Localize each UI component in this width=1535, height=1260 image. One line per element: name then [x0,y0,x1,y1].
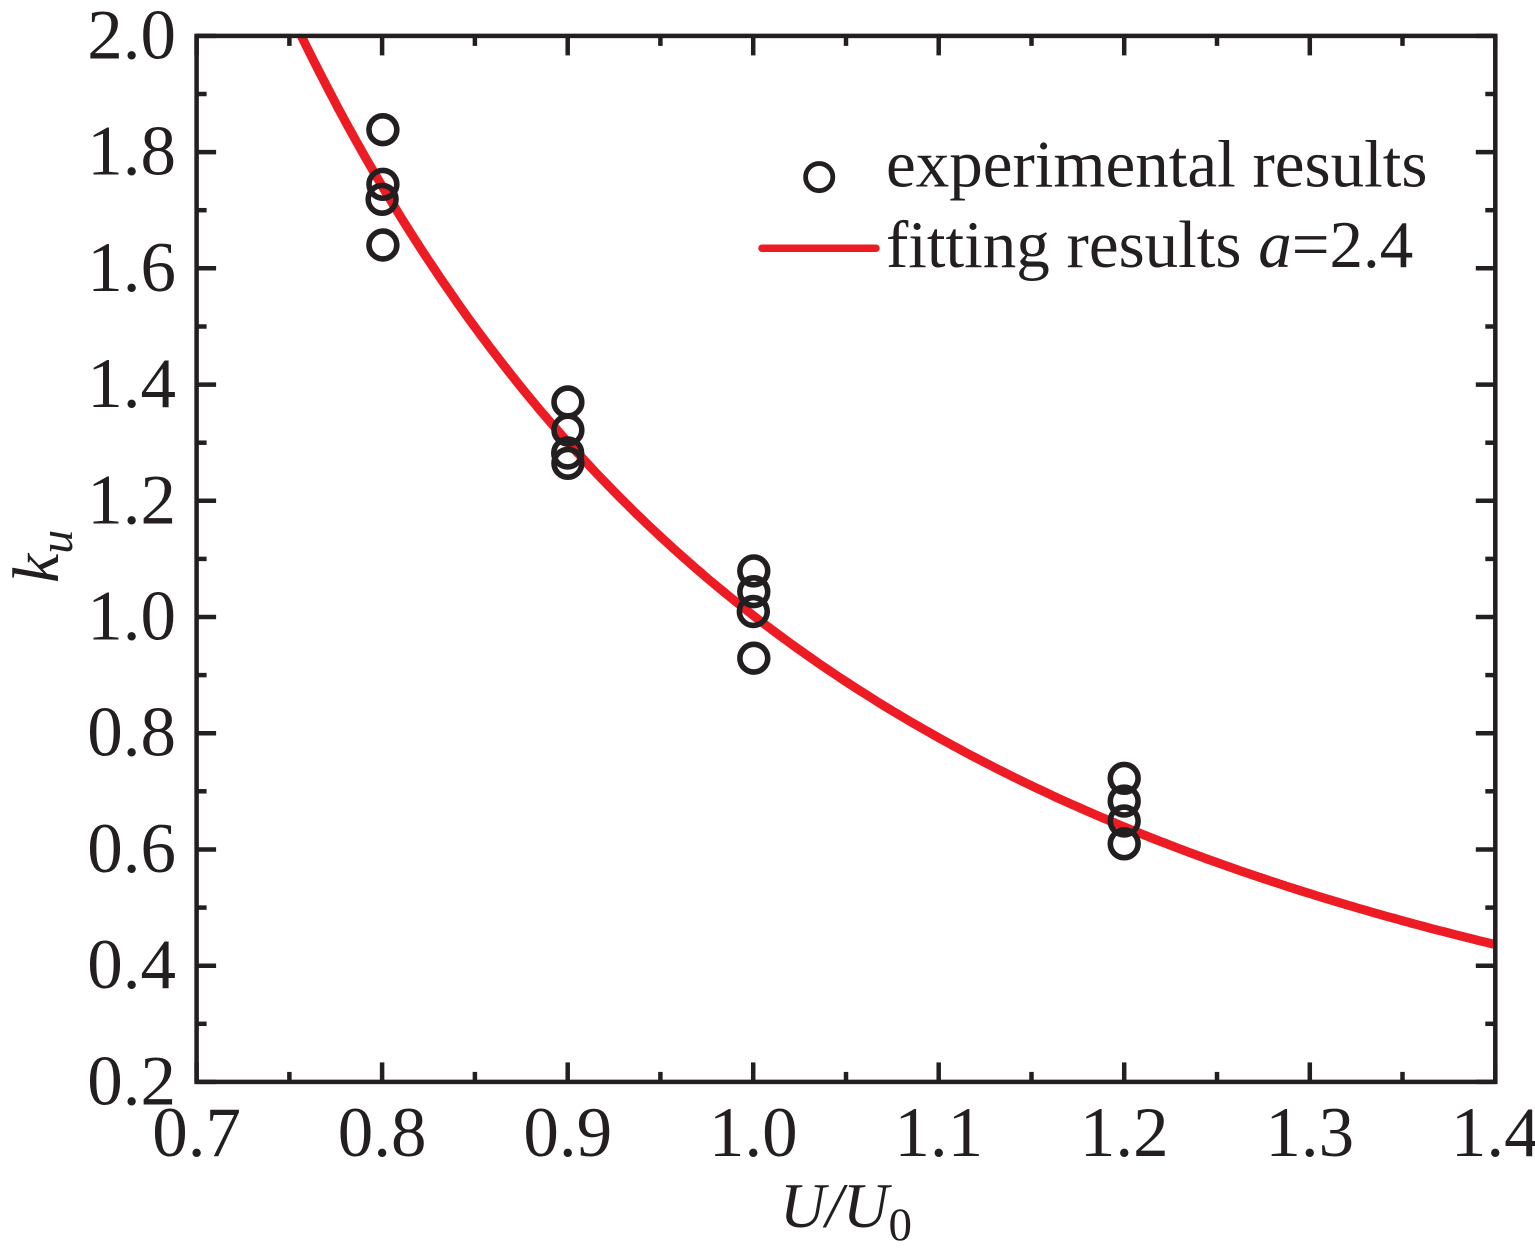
svg-text:1.0: 1.0 [709,1094,798,1172]
svg-text:1.2: 1.2 [87,461,176,539]
svg-text:0.6: 0.6 [87,810,176,888]
svg-text:2.0: 2.0 [87,0,176,74]
svg-text:0.4: 0.4 [87,926,176,1004]
svg-text:0.9: 0.9 [523,1094,612,1172]
svg-text:fitting results a=2.4: fitting results a=2.4 [886,208,1413,282]
svg-text:0.8: 0.8 [338,1094,427,1172]
svg-text:1.1: 1.1 [894,1094,983,1172]
svg-text:0.7: 0.7 [152,1094,241,1172]
svg-text:experimental results: experimental results [886,128,1427,202]
svg-text:1.0: 1.0 [87,578,176,656]
svg-text:1.6: 1.6 [87,229,176,307]
svg-text:1.4: 1.4 [87,345,176,423]
svg-text:1.4: 1.4 [1451,1094,1535,1172]
svg-text:0.8: 0.8 [87,694,176,772]
svg-text:1.8: 1.8 [87,113,176,191]
svg-text:1.3: 1.3 [1265,1094,1354,1172]
svg-text:1.2: 1.2 [1080,1094,1169,1172]
svg-text:0.2: 0.2 [87,1042,176,1120]
svg-text:ku: ku [0,530,83,583]
